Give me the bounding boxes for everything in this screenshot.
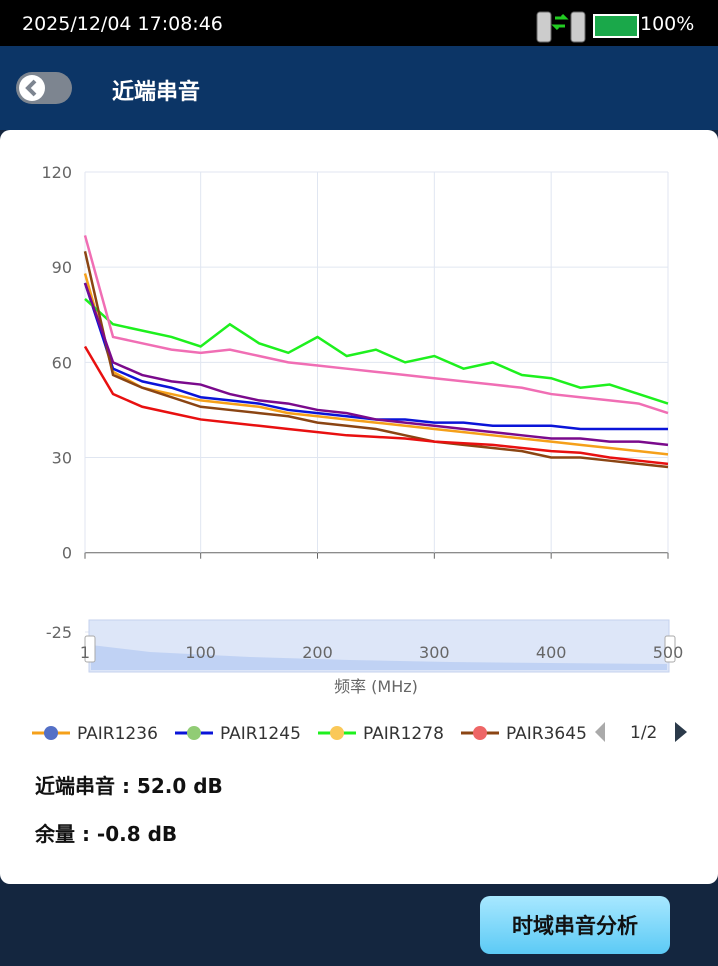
chart: 频率 (MHz) 1/2 -25 0 30 60 90 120 1 100 200 300 400 5… [32,163,687,744]
series-line [83,282,668,431]
legend-label: PAIR3645 [506,724,587,744]
y-tick-label: 30 [52,449,72,468]
back-button[interactable] [16,72,72,104]
x-axis-label: 频率 (MHz) [334,677,418,696]
x-tick-label: 200 [302,643,333,662]
y-tick-label: 120 [41,163,72,182]
legend-page: 1/2 [630,723,657,743]
x-tick-label: 100 [185,643,216,662]
battery-level: 100% [640,13,695,35]
legend-label: PAIR1278 [363,724,444,744]
x-tick-label: 500 [653,643,684,662]
series-line [83,235,669,415]
legend-next[interactable] [675,722,687,742]
status-icons [536,11,639,43]
series-line [83,282,669,447]
readout: 近端串音 : 52.0 dB [35,774,223,798]
x-tick-label: 1 [80,643,90,662]
series-line [83,345,669,466]
legend-label: PAIR1245 [220,724,301,744]
series-line [83,251,669,469]
y-tick-label: 0 [62,544,72,563]
y-tick-label: 90 [52,258,72,277]
header: 近端串音 [0,46,718,130]
page-title: 近端串音 [112,80,201,105]
zoom-handle[interactable] [664,635,676,663]
legend-marker [187,726,201,740]
chart-card: 近端串音 : 52.0 dB 余量 : -0.8 dB [0,130,718,884]
status-bar: 2025/12/04 17:08:46 100% [0,0,718,46]
legend-marker [473,726,487,740]
legend-marker [44,726,58,740]
legend-label: PAIR1236 [77,724,158,744]
readout: 余量 : -0.8 dB [35,822,178,846]
x-tick-label: 400 [536,643,567,662]
legend-prev[interactable] [595,722,605,742]
y-tick-label: 60 [52,353,72,372]
series-line [83,273,669,456]
datetime: 2025/12/04 17:08:46 [22,13,223,35]
zoom-handle[interactable] [84,635,96,663]
series-line [84,297,669,405]
x-tick-label: 300 [419,643,450,662]
time-domain-button[interactable]: 时域串音分析 [480,896,670,954]
y-tick-label: -25 [46,623,72,642]
legend-marker [330,726,344,740]
